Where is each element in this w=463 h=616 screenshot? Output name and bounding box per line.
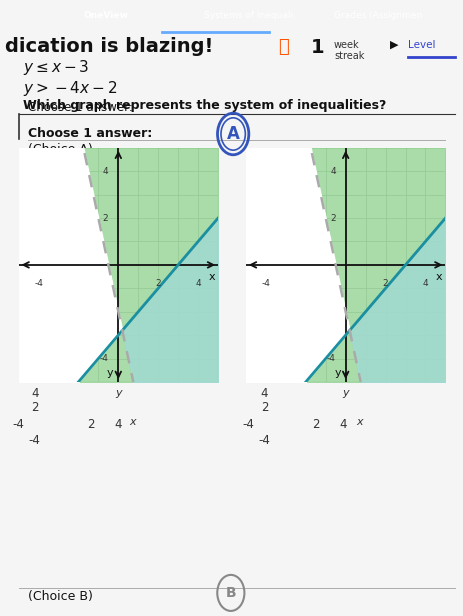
Text: week: week bbox=[333, 39, 359, 50]
Text: -4: -4 bbox=[261, 279, 270, 288]
Text: x: x bbox=[356, 417, 362, 427]
Text: 2: 2 bbox=[382, 279, 388, 288]
Text: -4: -4 bbox=[29, 434, 41, 447]
Text: 4: 4 bbox=[422, 279, 427, 288]
Text: 4: 4 bbox=[102, 167, 108, 176]
Text: y: y bbox=[115, 388, 121, 398]
Text: 2: 2 bbox=[311, 418, 319, 431]
Text: 🔥: 🔥 bbox=[278, 38, 288, 56]
Text: -4: -4 bbox=[34, 279, 43, 288]
Text: y: y bbox=[334, 368, 340, 378]
Text: 4: 4 bbox=[260, 387, 268, 400]
Text: 2: 2 bbox=[260, 402, 268, 415]
Text: Which graph represents the system of inequalities?: Which graph represents the system of ine… bbox=[23, 99, 386, 112]
Text: Choose 1 answer:: Choose 1 answer: bbox=[28, 127, 152, 140]
Text: 2: 2 bbox=[31, 402, 38, 415]
Text: 4: 4 bbox=[195, 279, 200, 288]
Text: y: y bbox=[107, 368, 113, 378]
Text: 2: 2 bbox=[87, 418, 94, 431]
Text: x: x bbox=[129, 417, 135, 427]
Text: -4: -4 bbox=[242, 418, 254, 431]
Text: dication is blazing!: dication is blazing! bbox=[5, 37, 213, 56]
Text: streak: streak bbox=[333, 51, 363, 62]
Text: 4: 4 bbox=[329, 167, 335, 176]
Text: OneView: OneView bbox=[83, 10, 128, 20]
Text: 4: 4 bbox=[31, 387, 38, 400]
Text: 4: 4 bbox=[339, 418, 346, 431]
Text: 1: 1 bbox=[310, 38, 324, 57]
Text: Systems of Inequali...: Systems of Inequali... bbox=[204, 10, 301, 20]
Text: 2: 2 bbox=[155, 279, 161, 288]
Text: y: y bbox=[342, 388, 348, 398]
Text: x: x bbox=[435, 272, 442, 282]
Text: x: x bbox=[208, 272, 215, 282]
Text: 2: 2 bbox=[329, 214, 335, 222]
Text: -4: -4 bbox=[258, 434, 270, 447]
Text: Level: Level bbox=[407, 39, 435, 50]
Text: ▶: ▶ bbox=[389, 39, 397, 50]
Text: A: A bbox=[226, 125, 239, 143]
Text: Grades (Assignmen: Grades (Assignmen bbox=[333, 10, 421, 20]
Text: 2: 2 bbox=[102, 214, 108, 222]
Text: -4: -4 bbox=[13, 418, 25, 431]
Text: (Choice A): (Choice A) bbox=[28, 144, 93, 156]
Text: (Choice B): (Choice B) bbox=[28, 590, 93, 603]
Text: 4: 4 bbox=[114, 418, 122, 431]
Text: $y \leq x - 3$: $y \leq x - 3$ bbox=[23, 59, 89, 78]
Text: Choose 1 answer:: Choose 1 answer: bbox=[28, 101, 132, 114]
Text: -4: -4 bbox=[326, 354, 335, 363]
Text: $y > -4x - 2$: $y > -4x - 2$ bbox=[23, 79, 117, 99]
Text: -4: -4 bbox=[99, 354, 108, 363]
Text: B: B bbox=[225, 586, 236, 600]
